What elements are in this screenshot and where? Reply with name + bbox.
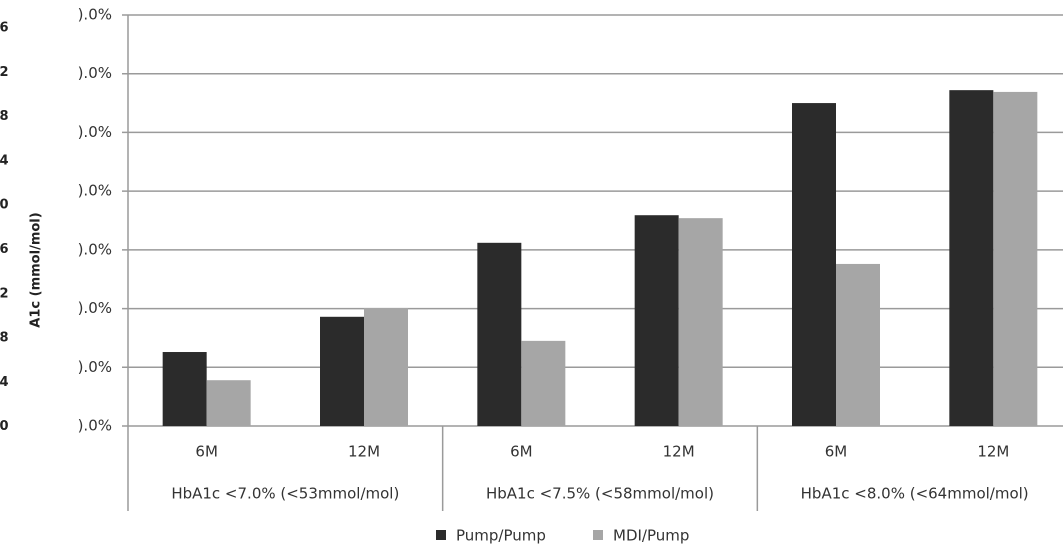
y-tick-label: ).0% [78,6,112,24]
bar [993,91,1038,426]
y-tick-label: ).0% [78,299,112,317]
legend-label: MDI/Pump [613,527,689,545]
x-tick-label: 6M [195,443,218,461]
legend-swatch [593,530,603,540]
bar [792,103,836,427]
y-tick-label: ).0% [78,123,112,141]
x-tick-label: 12M [663,443,695,461]
bar [634,215,679,426]
partial-axis-label: 2 [0,286,9,301]
partial-axis-title: A1c (mmol/mol) [29,212,44,327]
partial-axis-label: 6 [0,21,9,36]
partial-axis-label: 6 [0,242,9,257]
bar [678,218,723,426]
bar [206,380,251,426]
bar [521,340,566,426]
y-tick-label: ).0% [78,358,112,376]
partial-axis-label: 2 [0,65,9,80]
bar [836,263,880,426]
partial-axis-label: 0 [0,419,9,434]
partial-axis-label: 0 [0,198,9,213]
x-tick-label: 12M [348,443,380,461]
bar [364,307,408,426]
partial-axis-label: 4 [0,153,9,168]
group-label: HbA1c <8.0% (<64mmol/mol) [801,485,1029,503]
bar [320,316,364,426]
y-tick-label: ).0% [78,240,112,258]
bar [477,242,522,426]
y-tick-label: ).0% [78,417,112,435]
group-label: HbA1c <7.5% (<58mmol/mol) [486,485,714,503]
y-tick-label: ).0% [78,64,112,82]
legend-swatch [436,530,446,540]
partial-axis-label: 8 [0,331,9,346]
x-tick-label: 6M [510,443,533,461]
partial-axis-label: 4 [0,375,9,390]
x-tick-label: 6M [825,443,848,461]
bar [949,90,994,426]
partial-axis-label: 8 [0,109,9,124]
group-label: HbA1c <7.0% (<53mmol/mol) [171,485,399,503]
x-tick-label: 12M [977,443,1009,461]
legend-label: Pump/Pump [456,527,546,545]
y-tick-label: ).0% [78,182,112,200]
bar [162,352,207,426]
